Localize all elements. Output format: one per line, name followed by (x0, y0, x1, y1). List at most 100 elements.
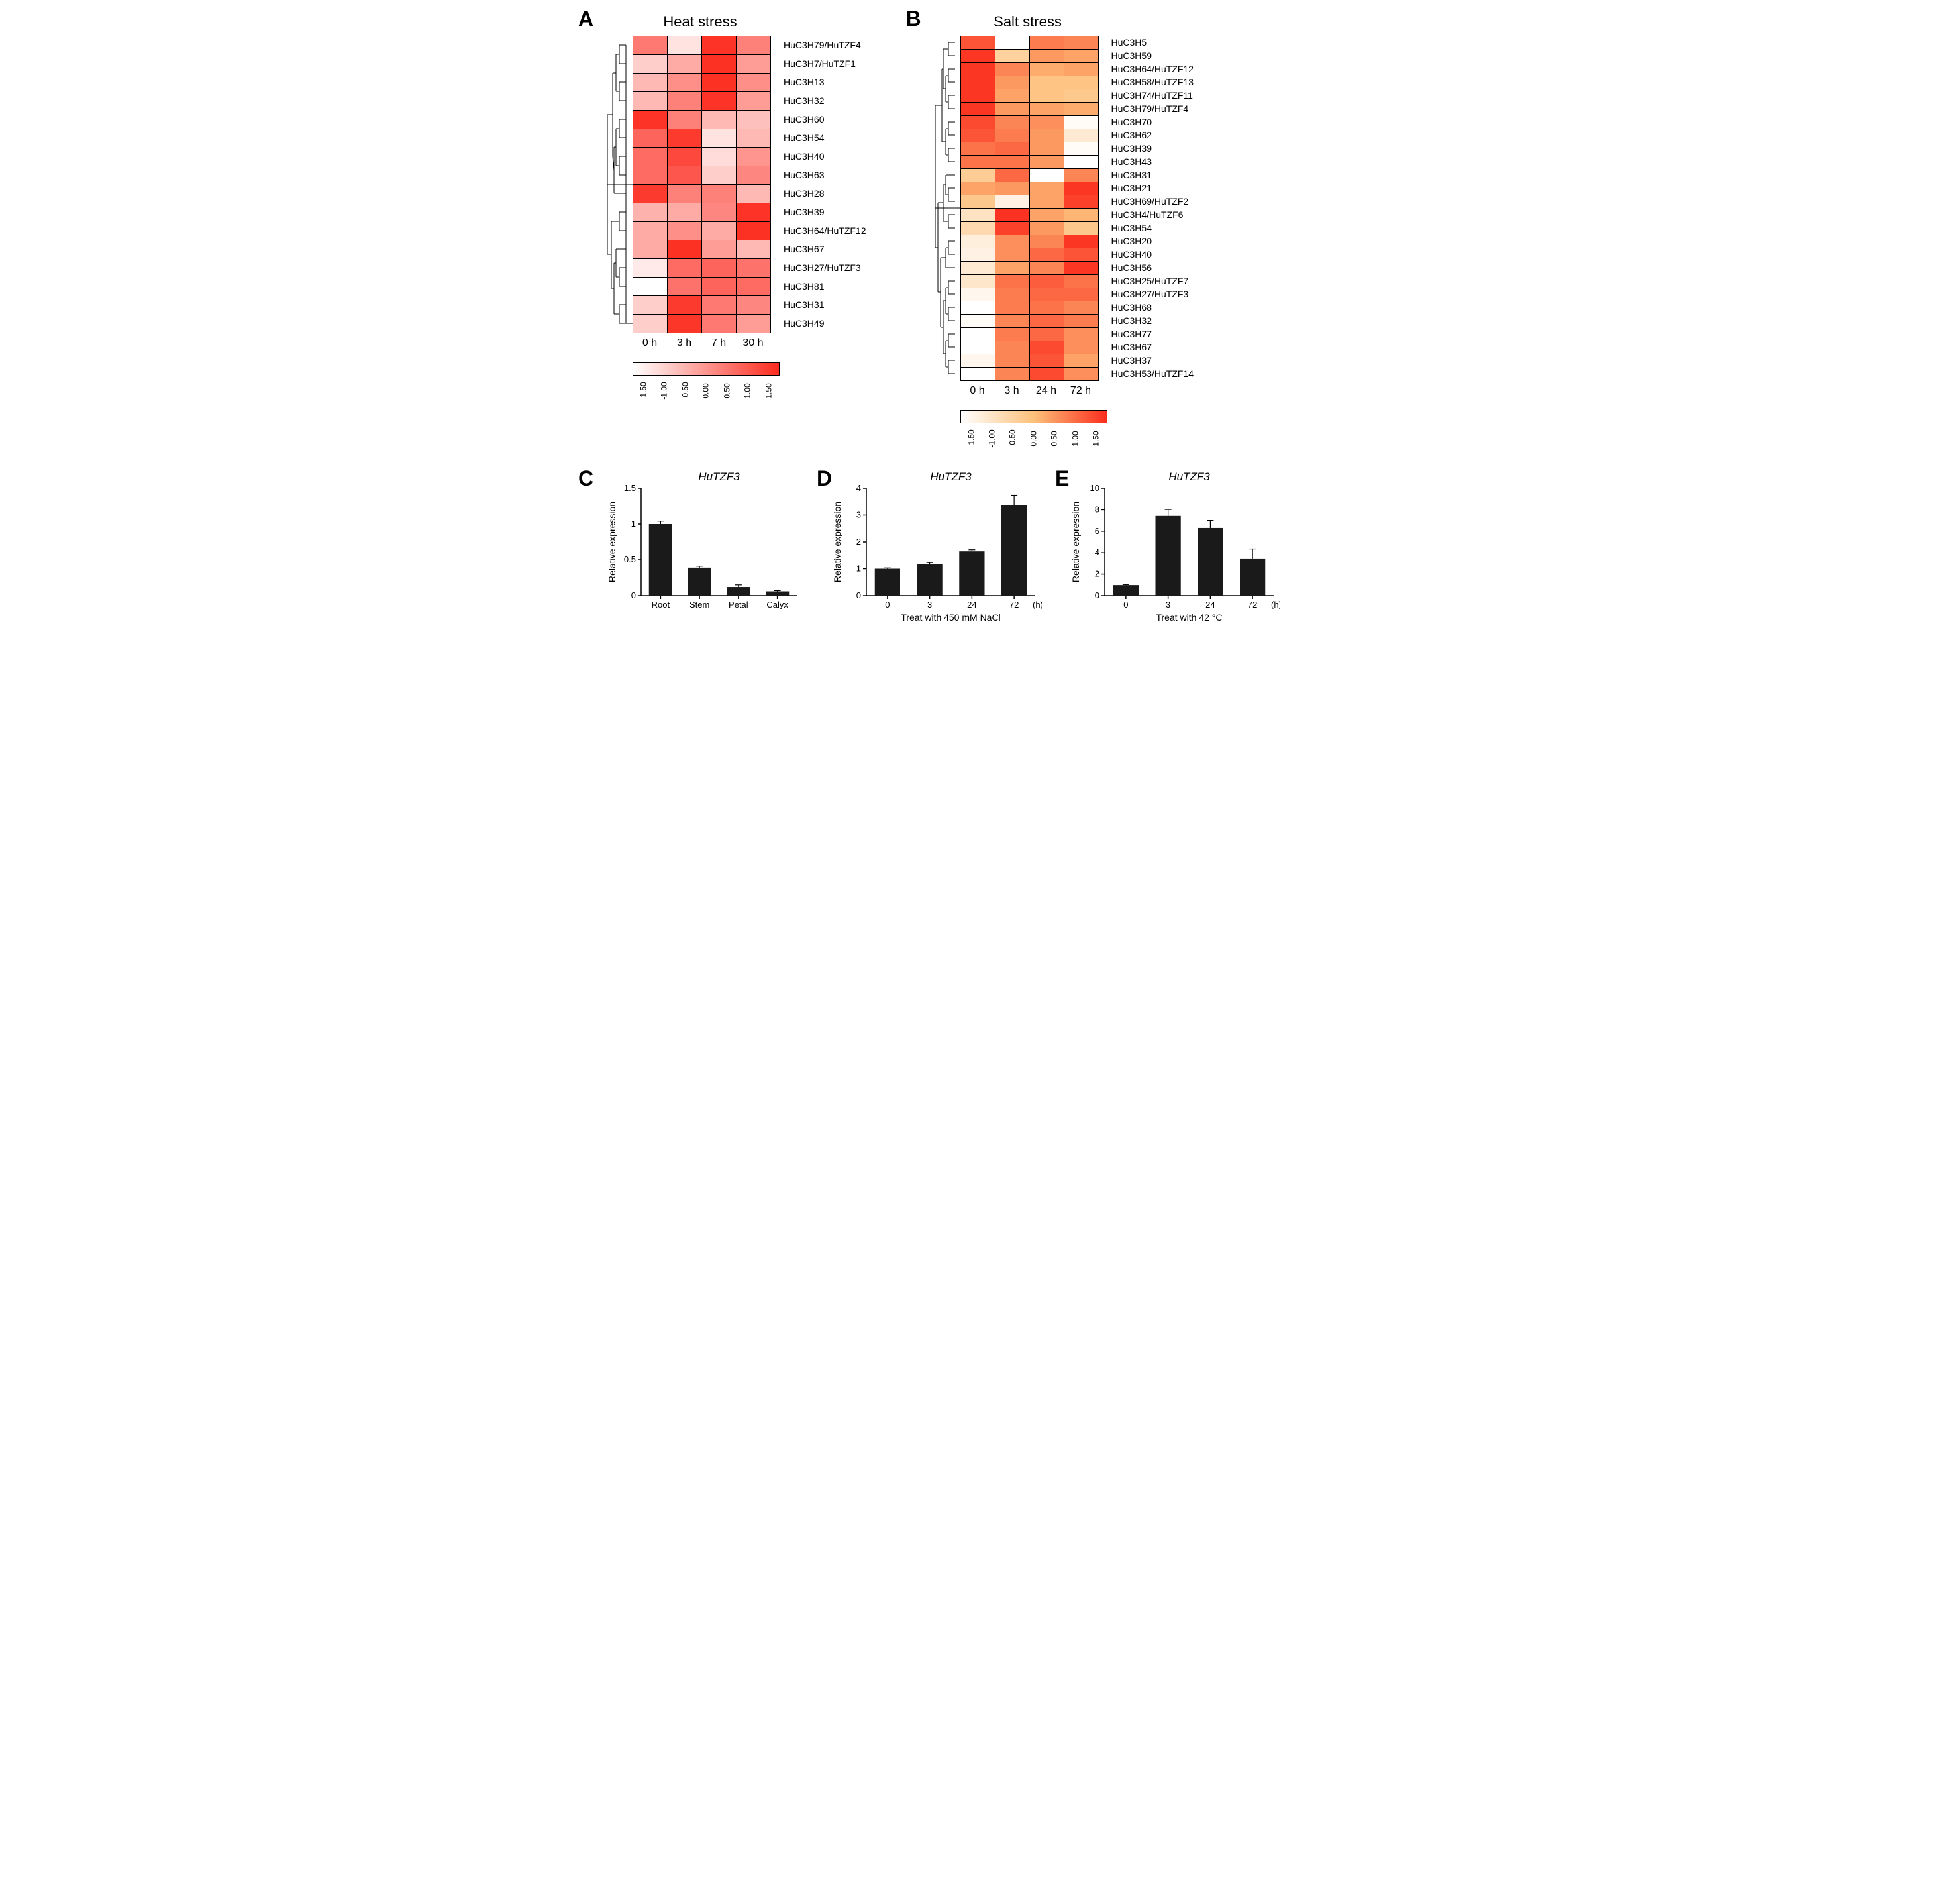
heatmap-cell (961, 354, 995, 368)
heatmap-cell (668, 92, 702, 111)
heatmap-cell (961, 63, 995, 76)
panel-A-heatmap-wrap: 0 h3 h7 h30 h -1.50-1.00-0.500.000.501.0… (605, 36, 866, 396)
panel-A-label: A (578, 7, 593, 31)
panel-D: D HuTZF301234Relative expression032472(h… (830, 470, 1042, 629)
row-label: HuC3H77 (1111, 327, 1194, 341)
heatmap-cell (1064, 328, 1099, 341)
heatmap-cell (1064, 76, 1099, 89)
svg-text:1: 1 (631, 519, 636, 529)
heatmap-cell (1030, 169, 1064, 182)
panel-B: B Salt stress 0 h3 h24 h72 h -1.50-1.00-… (933, 13, 1194, 443)
colorbar-tick: 0.00 (1029, 428, 1038, 449)
heatmap-cell (702, 185, 737, 203)
heatmap-cell (668, 74, 702, 92)
colorbar-A-ticks: -1.50-1.00-0.500.000.501.001.50 (633, 378, 779, 396)
heatmap-cell (702, 148, 737, 166)
svg-text:0: 0 (1095, 590, 1099, 600)
heatmap-cell (1064, 262, 1099, 275)
heatmap-cell (995, 89, 1030, 103)
heatmap-cell (702, 296, 737, 315)
heatmap-cell (1030, 328, 1064, 341)
row-label: HuC3H31 (1111, 168, 1194, 182)
svg-text:Treat with 42 °C: Treat with 42 °C (1156, 612, 1222, 623)
colorbar-tick: -1.00 (988, 428, 997, 449)
svg-text:4: 4 (1095, 547, 1099, 557)
svg-text:Relative expression: Relative expression (1070, 502, 1081, 582)
heatmap-cell (737, 92, 771, 111)
row-label: HuC3H67 (784, 240, 866, 258)
heatmap-cell (995, 368, 1030, 381)
row-label: HuC3H25/HuTZF7 (1111, 274, 1194, 288)
heatmap-cell (995, 235, 1030, 248)
svg-text:0: 0 (885, 600, 890, 609)
heatmap-cell (995, 142, 1030, 156)
svg-text:0: 0 (1123, 600, 1128, 609)
heatmap-cell (1030, 76, 1064, 89)
heatmap-cell (995, 195, 1030, 209)
colorbar-tick: -0.50 (681, 380, 690, 401)
svg-text:2: 2 (1095, 569, 1099, 579)
heatmap-cell (737, 315, 771, 333)
heatmap-cell (702, 222, 737, 240)
heatmap-cell (995, 182, 1030, 195)
heatmap-cell (1030, 288, 1064, 301)
row-label: HuC3H60 (784, 110, 866, 129)
heatmap-cell (995, 341, 1030, 354)
heatmap-cell (1064, 169, 1099, 182)
heatmap-cell (1030, 129, 1064, 142)
heatmap-cell (737, 55, 771, 74)
panel-E-label: E (1055, 466, 1069, 491)
heatmap-cell (737, 166, 771, 185)
heatmap-cell (961, 195, 995, 209)
panel-E: E HuTZF30246810Relative expression032472… (1068, 470, 1280, 629)
svg-text:HuTZF3: HuTZF3 (930, 470, 972, 483)
col-label: 0 h (633, 337, 667, 349)
colorbar-tick: 0.00 (701, 380, 711, 401)
heatmap-cell (633, 92, 668, 111)
row-label: HuC3H64/HuTZF12 (784, 221, 866, 240)
row-label: HuC3H79/HuTZF4 (784, 36, 866, 54)
svg-text:Root: Root (652, 600, 670, 609)
panel-A-col-labels: 0 h3 h7 h30 h (633, 337, 780, 349)
svg-text:HuTZF3: HuTZF3 (698, 470, 740, 483)
heatmap-cell (995, 262, 1030, 275)
row-label: HuC3H63 (784, 166, 866, 184)
svg-text:1.5: 1.5 (624, 483, 636, 493)
heatmap-cell (995, 328, 1030, 341)
row-label: HuC3H39 (784, 203, 866, 221)
heatmap-cell (1064, 301, 1099, 315)
row-label: HuC3H28 (784, 184, 866, 203)
heatmap-cell (1064, 275, 1099, 288)
heatmap-cell (633, 203, 668, 222)
heatmap-cell (633, 222, 668, 240)
heatmap-cell (737, 278, 771, 296)
heatmap-cell (995, 63, 1030, 76)
figure-container: A Heat stress 0 h3 h7 h30 h -1.50-1.00-0… (572, 13, 1366, 629)
heatmap-cell (995, 116, 1030, 129)
heatmap-cell (1030, 63, 1064, 76)
bar (1240, 559, 1265, 596)
heatmap-cell (1064, 36, 1099, 50)
panel-B-heatmap-wrap: 0 h3 h24 h72 h -1.50-1.00-0.500.000.501.… (933, 36, 1194, 443)
svg-text:1: 1 (856, 564, 861, 574)
heatmap-cell (961, 288, 995, 301)
row-label: HuC3H68 (1111, 301, 1194, 314)
row-label: HuC3H32 (1111, 314, 1194, 327)
row-label: HuC3H43 (1111, 155, 1194, 168)
heatmap-cell (961, 368, 995, 381)
panel-C: C HuTZF300.511.5Relative expressionRootS… (605, 470, 803, 629)
row-label: HuC3H53/HuTZF14 (1111, 367, 1194, 380)
heatmap-cell (737, 222, 771, 240)
heatmap-cell (961, 328, 995, 341)
heatmap-cell (961, 248, 995, 262)
heatmap-cell (668, 278, 702, 296)
heatmap-cell (961, 315, 995, 328)
heatmap-cell (961, 275, 995, 288)
heatmap-cell (702, 74, 737, 92)
heatmap-cell (995, 248, 1030, 262)
row-label: HuC3H58/HuTZF13 (1111, 76, 1194, 89)
heatmap-cell (1064, 195, 1099, 209)
svg-text:Petal: Petal (729, 600, 748, 609)
panel-D-label: D (817, 466, 832, 491)
svg-text:10: 10 (1090, 483, 1099, 493)
